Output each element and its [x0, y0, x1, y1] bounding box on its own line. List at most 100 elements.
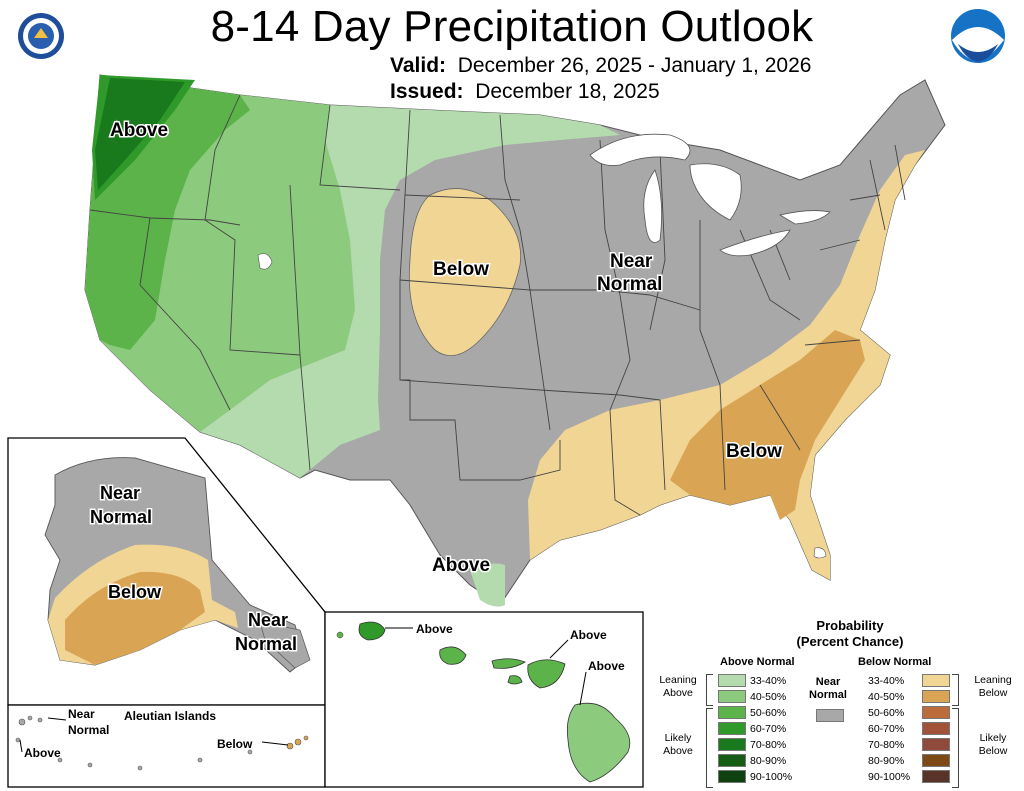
east-below-33-40	[528, 150, 925, 580]
valid-period: Valid: December 26, 2025 - January 1, 20…	[390, 54, 811, 78]
likely-above-label: Likely Above	[652, 732, 704, 758]
leaning-above-label: Leaning Above	[652, 674, 704, 700]
label-texas-above: Above	[432, 555, 490, 576]
above-swatch-4	[718, 722, 746, 735]
below-bin-label: 80-90%	[868, 755, 905, 767]
label-plains-below: Below	[433, 259, 489, 280]
label-aleutian-normal: Normal	[68, 723, 109, 737]
leaning-below-bracket	[952, 674, 959, 706]
lake-okeechobee	[813, 547, 827, 559]
alaska-below-40-50	[65, 571, 205, 665]
leaning-above-line2: Above	[663, 687, 693, 699]
below-swatch-6	[922, 754, 950, 767]
label-alaska-below: Below	[108, 582, 162, 602]
below-swatch-5	[922, 738, 950, 751]
below-bin-label: 90-100%	[868, 771, 911, 783]
valid-label: Valid:	[390, 54, 447, 77]
likely-below-line1: Likely	[979, 732, 1007, 744]
leaning-below-line1: Leaning	[974, 674, 1012, 686]
label-aleutian-near: Near	[68, 707, 95, 721]
above-swatch-2	[718, 690, 746, 703]
aleutian-inset: Near Normal Aleutian Islands Above Below	[7, 704, 326, 788]
label-panhandle-normal: Normal	[235, 634, 297, 654]
issued-date-row: Issued: December 18, 2025	[390, 80, 660, 104]
likely-below-label: Likely Below	[966, 732, 1020, 758]
probability-legend: Probability (Percent Chance) Above Norma…	[650, 612, 1024, 791]
label-maui-above: Above	[570, 628, 607, 642]
above-normal-header: Above Normal	[720, 656, 795, 668]
leaning-below-line2: Below	[978, 687, 1008, 699]
state-boundaries	[89, 94, 906, 516]
below-swatch-2	[922, 690, 950, 703]
label-kauai-above: Above	[416, 622, 453, 636]
near-normal-line2: Normal	[809, 689, 847, 701]
above-swatch-7	[718, 770, 746, 783]
below-bin-label: 33-40%	[868, 675, 905, 687]
near-normal-line1: Near	[815, 676, 841, 688]
label-bigisland-above: Above	[588, 659, 625, 673]
conus-region	[84, 74, 946, 607]
alaska-inset: Near Normal Below Near Normal	[7, 437, 326, 706]
maui-island	[527, 659, 566, 689]
above-swatch-5	[718, 738, 746, 751]
likely-above-line2: Above	[663, 745, 693, 757]
near-normal-swatch	[816, 709, 844, 722]
above-bin-label: 33-40%	[750, 675, 787, 687]
above-swatch-6	[718, 754, 746, 767]
lanai-island	[507, 675, 523, 685]
southeast-below-40-50	[670, 330, 865, 520]
label-southeast-below: Below	[726, 441, 782, 462]
oahu-island	[439, 646, 467, 665]
below-bin-label: 40-50%	[868, 691, 905, 703]
above-bin-label: 50-60%	[750, 707, 787, 719]
likely-below-bracket	[952, 708, 959, 788]
label-central-normal: Normal	[597, 274, 662, 295]
legend-subtitle: (Percent Chance)	[796, 634, 904, 649]
above-swatch-3	[718, 706, 746, 719]
above-bin-label: 90-100%	[750, 771, 793, 783]
below-swatch-7	[922, 770, 950, 783]
below-swatch-3	[922, 706, 950, 719]
likely-above-line1: Likely	[664, 732, 692, 744]
label-central-near: Near	[610, 251, 653, 272]
below-swatch-1	[922, 674, 950, 687]
above-bin-label: 80-90%	[750, 755, 787, 767]
kauai-island	[358, 621, 386, 641]
label-aleutian-below: Below	[217, 737, 253, 751]
above-bin-label: 70-80%	[750, 739, 787, 751]
issued-label: Issued:	[390, 80, 464, 103]
great-lakes	[589, 133, 831, 257]
texas-above-33-40	[470, 563, 505, 607]
great-salt-lake	[257, 253, 273, 270]
aleutian-islands-title: Aleutian Islands	[124, 709, 216, 723]
label-alaska-near: Near	[100, 483, 140, 503]
map-title: 8-14 Day Precipitation Outlook	[210, 2, 814, 51]
above-swatch-1	[718, 674, 746, 687]
molokai-island	[491, 658, 526, 669]
big-island	[566, 702, 631, 783]
legend-title: Probability	[816, 618, 884, 633]
label-alaska-normal: Normal	[90, 507, 152, 527]
valid-dates: December 26, 2025 - January 1, 2026	[457, 54, 812, 77]
leaning-above-line1: Leaning	[659, 674, 697, 686]
label-northwest-above: Above	[110, 120, 168, 141]
below-bin-label: 70-80%	[868, 739, 905, 751]
plains-below-33-40	[408, 188, 522, 357]
west-above-70-80	[95, 78, 185, 190]
below-bin-label: 50-60%	[868, 707, 905, 719]
hawaii-inset: Above Above Above	[324, 611, 644, 788]
leaning-above-bracket	[706, 674, 713, 706]
above-bin-label: 60-70%	[750, 723, 787, 735]
likely-above-bracket	[706, 708, 713, 788]
likely-below-line2: Below	[978, 745, 1008, 757]
commerce-seal-icon	[18, 13, 64, 59]
above-bin-label: 40-50%	[750, 691, 787, 703]
label-aleutian-above: Above	[24, 746, 61, 760]
issued-date: December 18, 2025	[475, 80, 660, 103]
label-panhandle-near: Near	[248, 610, 288, 630]
noaa-logo-icon	[951, 9, 1005, 63]
below-bin-label: 60-70%	[868, 723, 905, 735]
below-swatch-4	[922, 722, 950, 735]
below-normal-header: Below Normal	[858, 656, 932, 668]
